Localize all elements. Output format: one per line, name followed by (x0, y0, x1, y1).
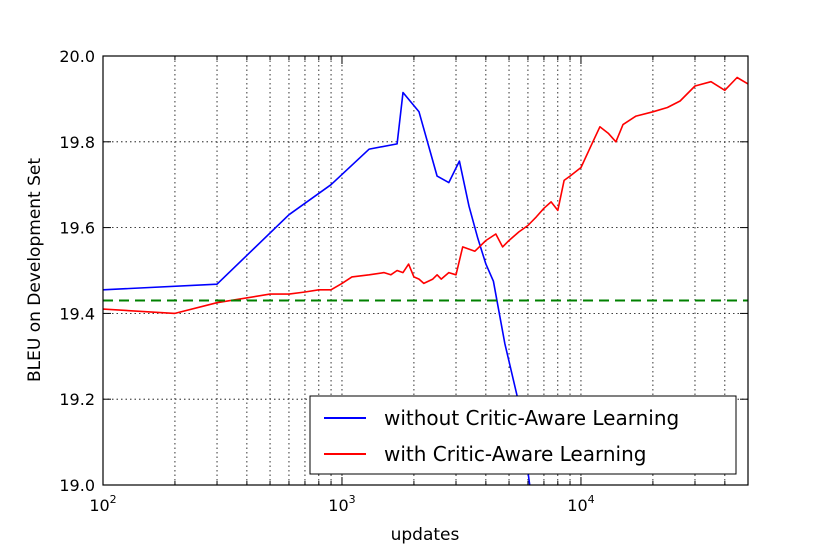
plot-frame (102, 55, 749, 486)
legend-box (309, 395, 737, 475)
legend: without Critic-Aware Learning with Critic… (309, 395, 737, 475)
x-tick-label: 104 (567, 493, 594, 515)
y-tick-label: 19.6 (59, 219, 95, 238)
series-line-0 (103, 91, 531, 485)
data-series (103, 76, 748, 485)
y-tick-label: 20.0 (59, 47, 95, 66)
tick-labels: 19.0 19.2 19.4 19.6 19.8 20.0 102 103 104 (59, 47, 594, 515)
legend-label-0: without Critic-Aware Learning (384, 406, 679, 430)
legend-label-1: with Critic-Aware Learning (384, 442, 646, 466)
x-tick-label: 103 (328, 493, 355, 515)
series-line-1 (103, 76, 748, 315)
y-tick-label: 19.0 (59, 476, 95, 495)
y-tick-label: 19.8 (59, 133, 95, 152)
y-tick-label: 19.2 (59, 390, 95, 409)
x-axis-title: updates (391, 525, 460, 545)
x-tick-label: 102 (89, 493, 116, 515)
y-axis-title: BLEU on Development Set (25, 158, 45, 382)
y-tick-label: 19.4 (59, 304, 95, 323)
